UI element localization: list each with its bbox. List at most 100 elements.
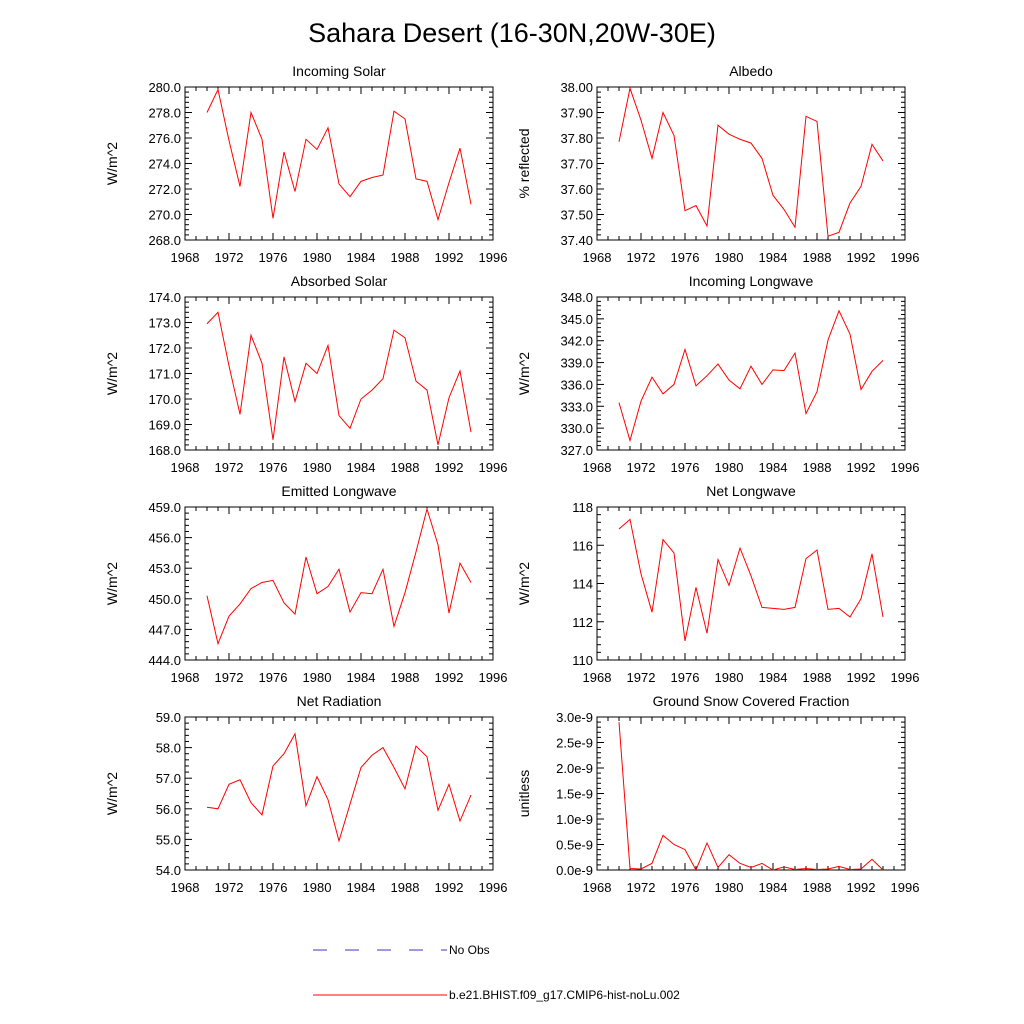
y-tick-label: 37.60 — [560, 182, 593, 197]
x-tick-label: 1976 — [671, 880, 700, 895]
x-tick-label: 1976 — [259, 250, 288, 265]
series-line — [618, 518, 884, 641]
x-tick-label: 1980 — [303, 460, 332, 475]
legend-obs-label: No Obs — [449, 943, 490, 957]
x-tick-label: 1980 — [303, 250, 332, 265]
panel-title: Ground Snow Covered Fraction — [653, 693, 850, 709]
x-tick-label: 1968 — [171, 250, 200, 265]
panel-title: Net Radiation — [297, 693, 382, 709]
x-tick-label: 1976 — [259, 880, 288, 895]
y-tick-label: 174.0 — [148, 290, 181, 305]
x-tick-label: 1968 — [171, 880, 200, 895]
x-tick-label: 1992 — [847, 460, 876, 475]
y-axis-label: W/m^2 — [516, 352, 532, 395]
x-tick-label: 1984 — [759, 670, 788, 685]
y-tick-label: 345.0 — [560, 312, 593, 327]
y-tick-label: 327.0 — [560, 443, 593, 458]
x-tick-label: 1984 — [759, 250, 788, 265]
y-axis-label: W/m^2 — [516, 562, 532, 605]
panel-incoming-longwave: Incoming Longwave W/m^2 1968 1972 1976 1980 19… — [516, 273, 919, 475]
x-tick-label: 1996 — [891, 670, 920, 685]
y-axis-label: unitless — [516, 770, 532, 817]
panel-incoming-solar: Incoming Solar W/m^2 1968 1972 1976 1980 1984 1… — [104, 63, 507, 265]
y-tick-label: 116 — [572, 538, 593, 553]
x-tick-label: 1976 — [671, 460, 700, 475]
x-tick-label: 1980 — [715, 250, 744, 265]
y-tick-label: 456.0 — [148, 531, 181, 546]
x-tick-label: 1996 — [891, 880, 920, 895]
plot-frame — [184, 86, 494, 241]
y-tick-label: 37.90 — [560, 106, 593, 121]
y-tick-label: 276.0 — [148, 131, 181, 146]
series-line — [206, 311, 472, 446]
y-tick-label: 37.70 — [560, 157, 593, 172]
x-tick-label: 1984 — [759, 460, 788, 475]
x-tick-label: 1992 — [847, 250, 876, 265]
y-axis-label: W/m^2 — [104, 562, 120, 605]
panel-net-radiation: Net Radiation W/m^2 1968 1972 1976 1980 1984 19… — [104, 693, 507, 895]
panel-title: Albedo — [729, 63, 773, 79]
x-tick-label: 1972 — [627, 880, 656, 895]
y-tick-label: 110 — [572, 653, 593, 668]
legend-model-label: b.e21.BHIST.f09_g17.CMIP6-hist-noLu.002 — [449, 988, 680, 1002]
x-tick-label: 1976 — [259, 460, 288, 475]
x-tick-label: 1972 — [627, 460, 656, 475]
y-tick-label: 38.00 — [560, 80, 593, 95]
y-tick-label: 171.0 — [148, 367, 181, 382]
x-tick-label: 1996 — [891, 250, 920, 265]
y-tick-label: 333.0 — [560, 399, 593, 414]
plot-frame — [184, 716, 494, 871]
y-tick-label: 0.5e-9 — [556, 838, 593, 853]
y-tick-label: 348.0 — [560, 290, 593, 305]
y-tick-label: 55.0 — [156, 832, 181, 847]
x-tick-label: 1972 — [627, 670, 656, 685]
panel-ground-snow-fraction: Ground Snow Covered Fraction unitless 1968… — [516, 693, 919, 895]
y-tick-label: 278.0 — [148, 106, 181, 121]
series-line — [618, 309, 884, 443]
x-tick-label: 1996 — [479, 670, 508, 685]
series-line — [206, 88, 472, 222]
y-tick-label: 444.0 — [148, 653, 181, 668]
x-tick-label: 1980 — [715, 460, 744, 475]
plot-frame — [596, 296, 906, 451]
x-tick-label: 1992 — [847, 670, 876, 685]
y-axis-label: % reflected — [516, 128, 532, 198]
x-tick-label: 1980 — [303, 880, 332, 895]
x-tick-label: 1988 — [391, 880, 420, 895]
plot-frame — [596, 716, 906, 871]
y-tick-label: 170.0 — [148, 392, 181, 407]
y-tick-label: 59.0 — [156, 710, 181, 725]
y-tick-label: 58.0 — [156, 741, 181, 756]
y-tick-label: 0.0e-9 — [556, 863, 593, 878]
legend: No Obs b.e21.BHIST.f09_g17.CMIP6-hist-no… — [313, 943, 680, 1002]
x-tick-label: 1988 — [803, 460, 832, 475]
x-tick-label: 1996 — [479, 250, 508, 265]
y-tick-label: 37.50 — [560, 208, 593, 223]
panel-emitted-longwave: Emitted Longwave W/m^2 1968 1972 1976 1980 198… — [104, 483, 507, 685]
x-tick-label: 1992 — [435, 460, 464, 475]
x-tick-label: 1976 — [671, 670, 700, 685]
panel-absorbed-solar: Absorbed Solar W/m^2 1968 1972 1976 1980 1984 1… — [104, 273, 507, 475]
panel-albedo: Albedo % reflected 1968 1972 1976 1980 1984 198… — [516, 63, 919, 265]
x-tick-label: 1968 — [583, 670, 612, 685]
y-tick-label: 56.0 — [156, 802, 181, 817]
x-tick-label: 1988 — [803, 670, 832, 685]
y-tick-label: 37.40 — [560, 233, 593, 248]
plot-frame — [184, 506, 494, 661]
x-tick-label: 1988 — [391, 670, 420, 685]
y-tick-label: 114 — [572, 577, 593, 592]
x-tick-label: 1988 — [391, 250, 420, 265]
y-tick-label: 330.0 — [560, 421, 593, 436]
y-tick-label: 173.0 — [148, 316, 181, 331]
x-tick-label: 1988 — [803, 880, 832, 895]
y-tick-label: 1.0e-9 — [556, 812, 593, 827]
panel-title: Absorbed Solar — [291, 273, 388, 289]
y-tick-label: 172.0 — [148, 341, 181, 356]
x-tick-label: 1984 — [347, 670, 376, 685]
y-tick-label: 112 — [572, 615, 593, 630]
panel-title: Incoming Longwave — [689, 273, 814, 289]
x-tick-label: 1996 — [479, 460, 508, 475]
x-tick-label: 1968 — [583, 250, 612, 265]
x-tick-label: 1992 — [435, 250, 464, 265]
x-tick-label: 1980 — [715, 670, 744, 685]
